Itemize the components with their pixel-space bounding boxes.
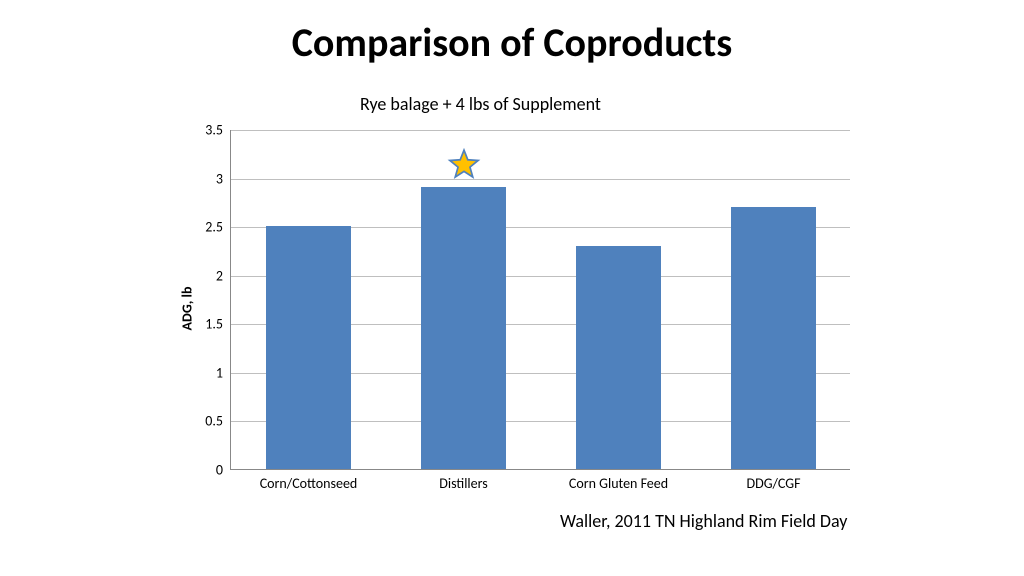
chart-subtitle: Rye balage + 4 lbs of Supplement bbox=[360, 93, 601, 115]
gridline bbox=[231, 179, 850, 180]
plot-region: 00.511.522.533.5Corn/CottonseedDistiller… bbox=[230, 130, 850, 470]
x-tick-label: Distillers bbox=[439, 469, 487, 492]
highlight-star-icon bbox=[447, 148, 481, 182]
y-tick-label: 1.5 bbox=[205, 316, 231, 333]
bar bbox=[266, 226, 351, 469]
bar bbox=[731, 207, 816, 469]
y-tick-label: 3.5 bbox=[205, 122, 231, 139]
gridline bbox=[231, 130, 850, 131]
y-tick-label: 0 bbox=[216, 462, 231, 479]
slide-root: { "title": "Comparison of Coproducts", "… bbox=[0, 0, 1024, 576]
bar bbox=[576, 246, 661, 469]
slide-title: Comparison of Coproducts bbox=[0, 18, 1024, 67]
y-tick-label: 3 bbox=[216, 170, 231, 187]
citation-text: Waller, 2011 TN Highland Rim Field Day bbox=[560, 510, 847, 532]
y-tick-label: 1 bbox=[216, 364, 231, 381]
y-tick-label: 0.5 bbox=[205, 413, 231, 430]
x-tick-label: Corn/Cottonseed bbox=[260, 469, 358, 492]
y-tick-label: 2.5 bbox=[205, 219, 231, 236]
x-tick-label: Corn Gluten Feed bbox=[569, 469, 668, 492]
bar bbox=[421, 187, 506, 469]
y-tick-label: 2 bbox=[216, 267, 231, 284]
y-axis-label: ADG, lb bbox=[178, 287, 195, 331]
x-tick-label: DDG/CGF bbox=[746, 469, 800, 492]
